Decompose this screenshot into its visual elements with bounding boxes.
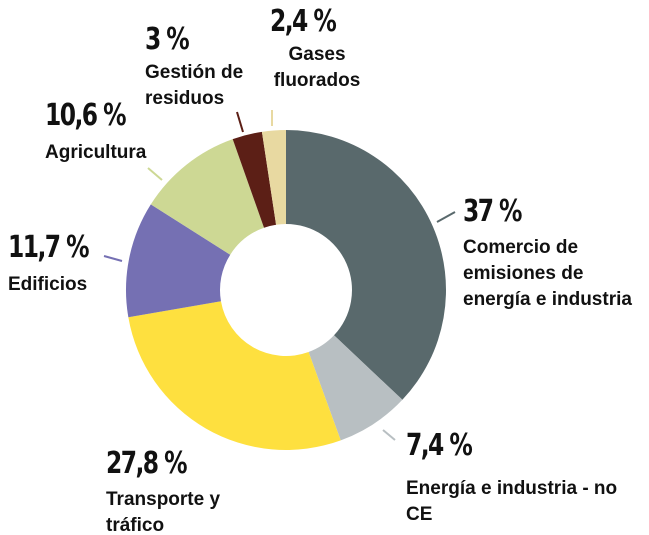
slice (128, 301, 341, 450)
value-label: 7,4 % (406, 428, 473, 463)
category-label: Gases fluorados (273, 44, 361, 91)
category-label: Comercio de emisiones de energía e indus… (463, 237, 632, 310)
category-label: Energía e industria - no CE (406, 478, 618, 525)
value-label: 3 % (145, 22, 190, 57)
leader-line (236, 111, 244, 133)
slice (150, 139, 265, 255)
leader-line (382, 429, 396, 441)
value-label: 2,4 % (270, 4, 337, 39)
slice (261, 130, 286, 225)
value-label: 27,8 % (106, 446, 188, 481)
value-label: 10,6 % (45, 98, 127, 133)
category-label: Agricultura (45, 142, 147, 163)
category-label: Edificios (8, 274, 88, 295)
leader-line (436, 211, 456, 223)
category-label: Transporte y tráfico (106, 489, 221, 535)
value-label: 11,7 % (8, 230, 90, 265)
slice (232, 131, 277, 228)
slice (126, 204, 231, 318)
value-label: 37 % (463, 194, 522, 229)
leader-line (103, 255, 123, 262)
leaders (103, 110, 456, 441)
leader-line (147, 167, 163, 181)
slice (308, 335, 403, 441)
category-label: Gestión de residuos (145, 62, 244, 109)
slice (286, 130, 447, 400)
